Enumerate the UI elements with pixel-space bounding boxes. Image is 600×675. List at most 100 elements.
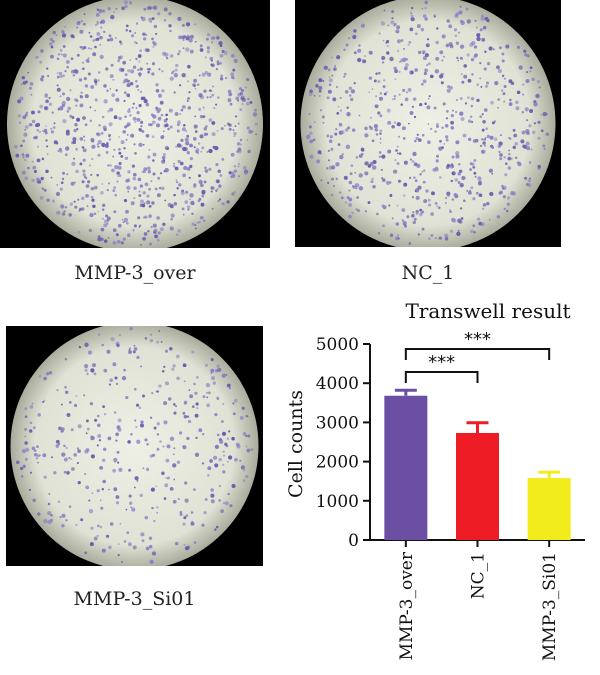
stained-cell	[424, 7, 427, 10]
stained-cell	[403, 194, 406, 197]
stained-cell	[63, 444, 66, 448]
stained-cell	[424, 0, 428, 5]
stained-cell	[138, 406, 142, 409]
stained-cell	[99, 499, 102, 502]
stained-cell	[377, 231, 381, 235]
stained-cell	[117, 175, 120, 178]
stained-cell	[90, 195, 94, 199]
significance-label: ***	[464, 329, 491, 350]
stained-cell	[187, 208, 190, 211]
stained-cell	[246, 448, 251, 453]
stained-cell	[396, 123, 399, 126]
stained-cell	[195, 402, 199, 406]
stained-cell	[354, 171, 357, 174]
stained-cell	[35, 457, 39, 460]
stained-cell	[76, 447, 80, 450]
stained-cell	[47, 502, 51, 506]
stained-cell	[193, 541, 197, 544]
stained-cell	[489, 191, 494, 197]
stained-cell	[510, 191, 515, 196]
stained-cell	[140, 532, 145, 537]
stained-cell	[99, 35, 103, 40]
stained-cell	[135, 107, 138, 109]
stained-cell	[128, 350, 132, 354]
stained-cell	[390, 20, 395, 25]
stained-cell	[327, 68, 331, 72]
stained-cell	[165, 113, 168, 117]
stained-cell	[178, 35, 182, 40]
microscope-field	[7, 0, 263, 248]
stained-cell	[183, 166, 188, 170]
stained-cell	[181, 73, 186, 78]
stained-cell	[127, 233, 131, 237]
stained-cell	[116, 343, 120, 348]
stained-cell	[461, 175, 466, 181]
stained-cell	[174, 68, 178, 72]
stained-cell	[73, 453, 77, 457]
stained-cell	[62, 53, 67, 58]
stained-cell	[147, 70, 150, 74]
stained-cell	[79, 207, 82, 211]
stained-cell	[112, 240, 117, 245]
stained-cell	[348, 94, 352, 97]
stained-cell	[142, 394, 145, 398]
stained-cell	[118, 334, 121, 337]
stained-cell	[355, 187, 358, 190]
stained-cell	[75, 147, 78, 151]
stained-cell	[30, 93, 33, 96]
stained-cell	[446, 19, 450, 23]
stained-cell	[231, 436, 235, 441]
stained-cell	[161, 186, 165, 190]
stained-cell	[469, 189, 471, 192]
stained-cell	[115, 501, 120, 505]
stained-cell	[330, 193, 334, 197]
stained-cell	[240, 88, 245, 93]
stained-cell	[374, 104, 377, 107]
stained-cell	[180, 190, 185, 196]
stained-cell	[152, 172, 156, 176]
stained-cell	[353, 29, 357, 33]
stained-cell	[406, 215, 410, 219]
stained-cell	[117, 461, 120, 464]
stained-cell	[232, 129, 235, 132]
stained-cell	[455, 154, 460, 159]
stained-cell	[134, 152, 137, 155]
stained-cell	[117, 554, 120, 557]
stained-cell	[193, 78, 198, 83]
stained-cell	[158, 68, 161, 71]
stained-cell	[103, 219, 108, 224]
stained-cell	[336, 55, 341, 60]
stained-cell	[492, 48, 495, 51]
stained-cell	[137, 177, 142, 182]
stained-cell	[173, 478, 176, 481]
stained-cell	[471, 162, 475, 166]
stained-cell	[336, 112, 340, 115]
stained-cell	[108, 122, 113, 127]
stained-cell	[83, 363, 89, 369]
stained-cell	[460, 217, 464, 220]
stained-cell	[33, 169, 37, 174]
stained-cell	[76, 117, 81, 122]
stained-cell	[122, 130, 126, 134]
stained-cell	[82, 173, 86, 177]
stained-cell	[46, 153, 49, 155]
stained-cell	[200, 202, 205, 207]
stained-cell	[503, 156, 506, 159]
stained-cell	[376, 212, 379, 216]
stained-cell	[472, 224, 476, 228]
stained-cell	[467, 119, 472, 123]
stained-cell	[102, 405, 105, 408]
stained-cell	[60, 403, 63, 406]
stained-cell	[47, 510, 52, 516]
stained-cell	[69, 202, 73, 206]
stained-cell	[348, 86, 352, 90]
stained-cell	[114, 37, 117, 39]
stained-cell	[203, 219, 206, 222]
stained-cell	[202, 106, 205, 109]
stained-cell	[99, 54, 104, 60]
stained-cell	[110, 14, 115, 20]
stained-cell	[322, 80, 325, 82]
stained-cell	[185, 130, 188, 133]
stained-cell	[55, 191, 61, 197]
stained-cell	[131, 164, 136, 168]
